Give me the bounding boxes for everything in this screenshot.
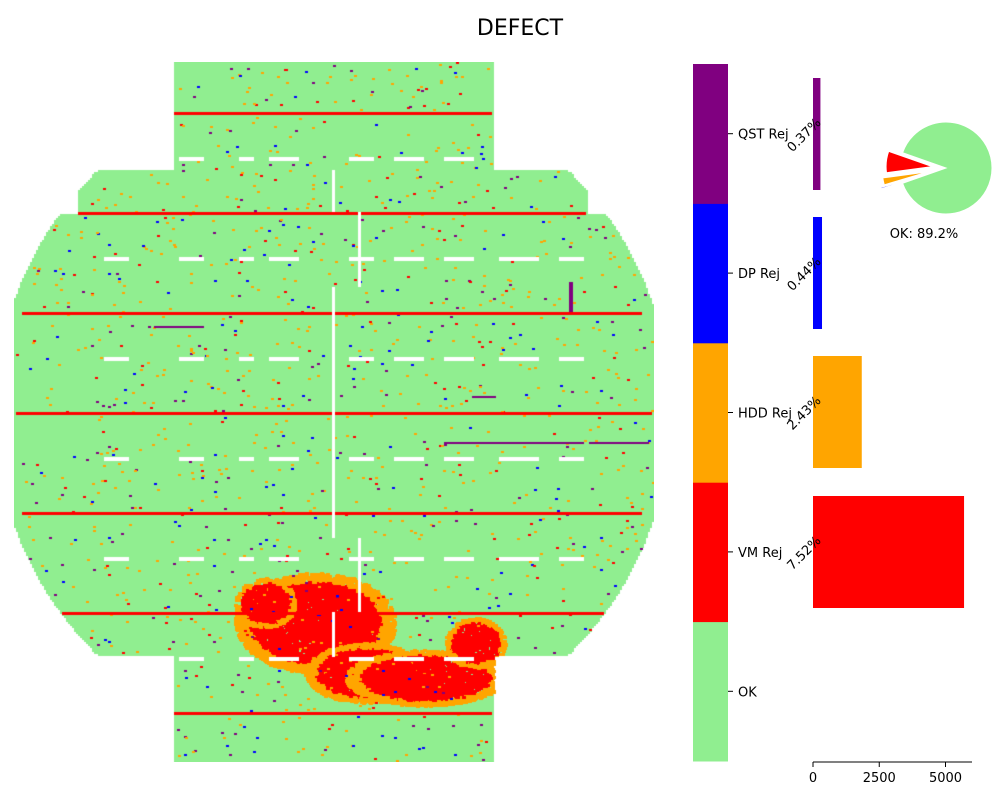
pie-slice xyxy=(901,121,993,215)
legend-swatch xyxy=(693,203,728,344)
legend-swatch xyxy=(693,621,728,762)
bar xyxy=(813,356,862,468)
pie-slice xyxy=(877,175,922,193)
wafer-map xyxy=(14,62,654,762)
legend-label: VM Rej xyxy=(738,546,782,561)
bar xyxy=(813,496,965,608)
legend-label: OK xyxy=(738,685,757,700)
chart-title: DEFECT xyxy=(477,16,564,41)
pie-chart: OK: 89.2% xyxy=(877,121,993,242)
x-tick-label: 5000 xyxy=(929,771,962,786)
bar xyxy=(813,217,823,329)
legend-swatch xyxy=(693,64,728,204)
x-tick-label: 2500 xyxy=(863,771,896,786)
pie-slice xyxy=(885,150,933,174)
pie-label: OK: 89.2% xyxy=(890,227,959,242)
legend-label: QST Rej xyxy=(738,128,789,143)
legend-swatch xyxy=(693,342,728,483)
legend-swatch xyxy=(693,482,728,623)
legend-label: HDD Rej xyxy=(738,407,792,422)
bar xyxy=(813,78,821,190)
legend-colorbar: OK VM Rej HDD Rej DP Rej QST Rej xyxy=(693,64,792,762)
x-tick-label: 0 xyxy=(809,771,817,786)
pie-slice xyxy=(882,171,929,186)
legend-label: DP Rej xyxy=(738,267,780,282)
pie-slice xyxy=(880,174,926,190)
